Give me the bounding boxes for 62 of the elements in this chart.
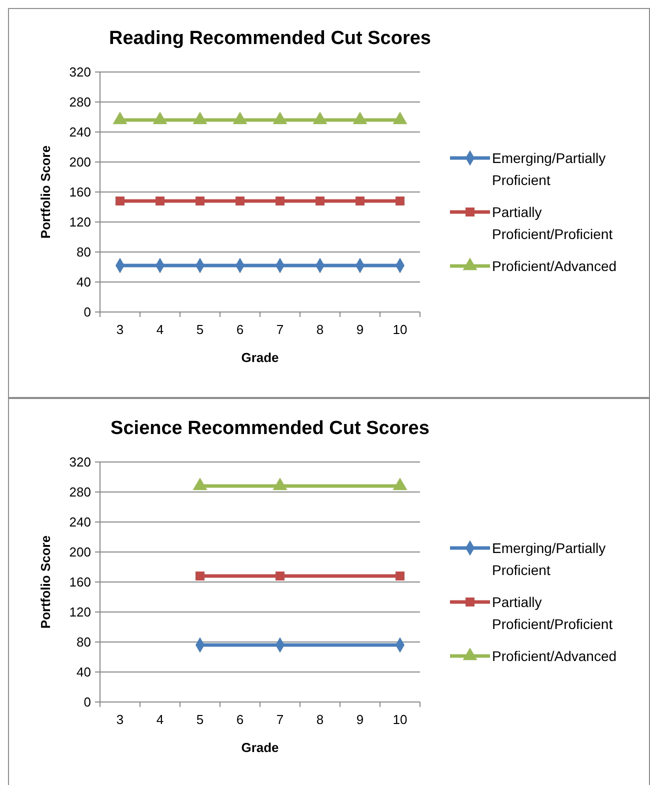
y-tick-label: 120 [69,604,91,620]
legend-label: Partially Proficient/Proficient [492,594,613,632]
legend-label: Emerging/Partially Proficient [492,540,606,578]
point [312,112,328,124]
y-tick-label: 160 [69,574,91,590]
y-tick-label: 80 [76,634,91,650]
point [236,196,244,206]
chart-title: Science Recommended Cut Scores [110,418,430,439]
y-tick-label: 40 [76,664,91,680]
y-tick-label: 0 [84,304,91,320]
legend-label: Emerging/Partially Proficient [492,150,606,188]
x-tick-label: 9 [356,322,364,337]
point [316,196,324,206]
x-tick-label: 7 [276,712,284,727]
y-tick-label: 120 [69,214,91,230]
legend-label: Proficient/Advanced [492,648,617,664]
point [156,196,164,206]
x-tick-label: 10 [392,712,408,727]
x-tick-label: 5 [196,322,204,337]
point [232,112,248,124]
y-tick-label: 0 [84,694,91,710]
y-tick-label: 240 [69,514,91,530]
legend-label: Partially Proficient/Proficient [492,204,613,242]
point [272,112,288,124]
chart-title: Reading Recommended Cut Scores [108,28,432,49]
x-tick-label: 6 [236,322,244,337]
point [196,196,204,206]
x-tick-label: 3 [116,712,124,727]
x-tick-label: 8 [316,322,324,337]
y-tick-label: 80 [76,244,91,260]
point [352,112,368,124]
x-tick-label: 8 [316,712,324,727]
point [392,112,408,124]
y-tick-label: 320 [69,454,91,470]
x-tick-label: 10 [392,322,408,337]
legend-label: Proficient/Advanced [492,258,617,274]
point [112,112,128,124]
x-tick-label: 4 [156,322,164,337]
y-tick-label: 200 [69,544,91,560]
x-tick-label: 7 [276,322,284,337]
point [276,196,284,206]
point [116,196,124,206]
y-tick-label: 160 [69,184,91,200]
point [192,112,208,124]
x-tick-label: 3 [116,322,124,337]
y-axis-title: Portfolio Score [38,145,53,239]
y-tick-label: 40 [76,274,91,290]
point [356,196,364,206]
point [152,112,168,124]
x-axis-title: Grade [241,740,279,755]
x-tick-label: 6 [236,712,244,727]
y-axis-title: Portfolio Score [38,535,53,629]
point [396,196,404,206]
x-tick-label: 4 [156,712,164,727]
x-tick-label: 5 [196,712,204,727]
y-tick-label: 280 [69,94,91,110]
y-tick-label: 200 [69,154,91,170]
y-tick-label: 320 [69,64,91,80]
y-tick-label: 240 [69,124,91,140]
x-tick-label: 9 [356,712,364,727]
y-tick-label: 280 [69,484,91,500]
x-axis-title: Grade [241,350,279,365]
